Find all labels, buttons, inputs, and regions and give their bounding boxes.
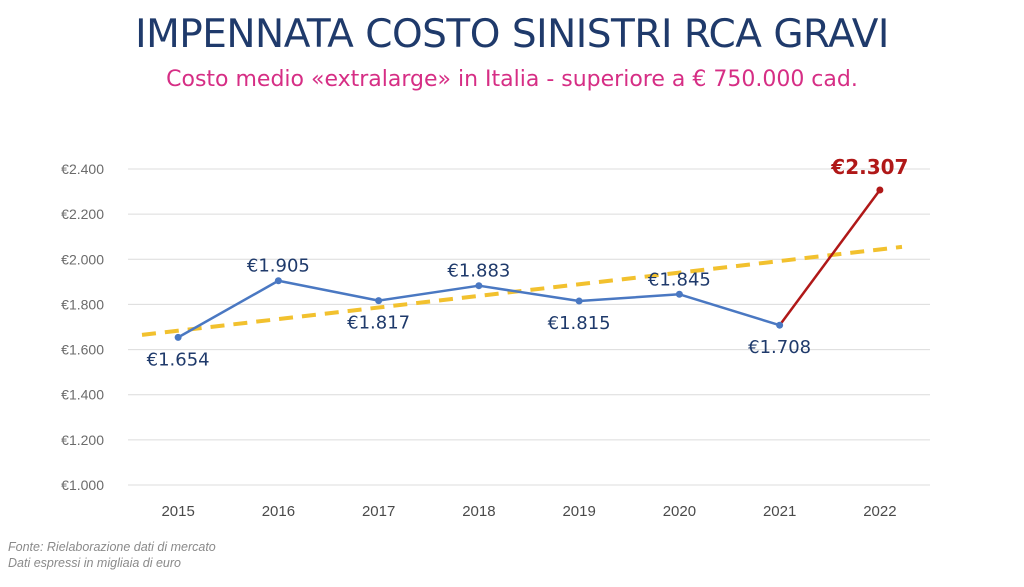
y-tick-label: €1.000 — [61, 477, 104, 493]
data-label: €1.708 — [748, 337, 811, 358]
data-label: €1.905 — [247, 256, 310, 277]
data-label: €1.654 — [147, 349, 210, 370]
data-point — [776, 321, 784, 329]
data-label: €1.817 — [347, 313, 410, 334]
trend-line — [141, 244, 903, 337]
y-tick-label: €2.000 — [61, 251, 104, 267]
data-point — [876, 186, 884, 194]
data-point — [174, 333, 182, 341]
data-label: €1.845 — [648, 269, 711, 290]
units-note: Dati espressi in migliaia di euro — [8, 556, 181, 570]
y-tick-label: €2.400 — [61, 161, 104, 177]
y-tick-label: €1.200 — [61, 432, 104, 448]
y-tick-label: €1.400 — [61, 387, 104, 403]
x-tick-label: 2019 — [562, 503, 595, 520]
data-label: €1.883 — [447, 261, 510, 282]
x-tick-label: 2016 — [262, 503, 295, 520]
x-tick-label: 2022 — [863, 503, 896, 520]
data-point — [475, 282, 483, 290]
data-label: €2.307 — [830, 155, 908, 179]
chart-title: IMPENNATA COSTO SINISTRI RCA GRAVI — [135, 12, 889, 57]
data-label: €1.815 — [548, 313, 611, 334]
source-note: Fonte: Rielaborazione dati di mercato — [8, 540, 216, 554]
x-tick-label: 2021 — [763, 503, 796, 520]
data-point — [575, 297, 583, 305]
x-tick-label: 2018 — [462, 503, 495, 520]
x-tick-label: 2017 — [362, 503, 395, 520]
x-tick-label: 2015 — [161, 503, 194, 520]
data-point — [675, 290, 683, 298]
y-tick-label: €2.200 — [61, 206, 104, 222]
data-point — [274, 277, 282, 285]
y-tick-label: €1.800 — [61, 296, 104, 312]
chart-subtitle: Costo medio «extralarge» in Italia - sup… — [166, 67, 858, 92]
data-point — [375, 297, 383, 305]
y-tick-label: €1.600 — [61, 342, 104, 358]
highlight-segment — [778, 189, 881, 326]
x-tick-label: 2020 — [663, 503, 696, 520]
